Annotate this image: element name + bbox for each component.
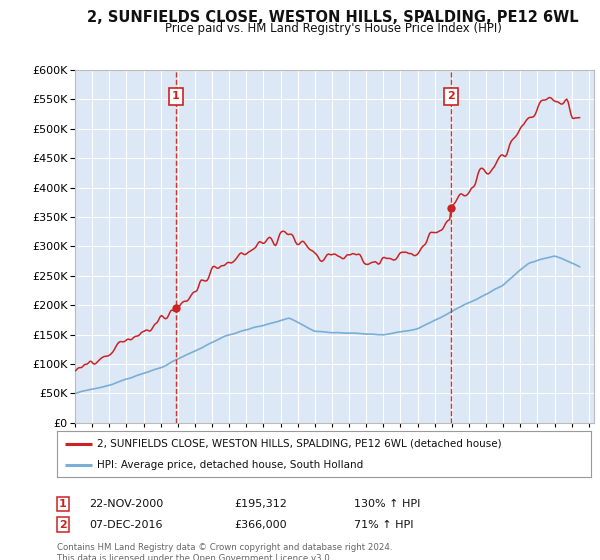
Text: 2, SUNFIELDS CLOSE, WESTON HILLS, SPALDING, PE12 6WL: 2, SUNFIELDS CLOSE, WESTON HILLS, SPALDI… — [87, 10, 579, 25]
Text: 130% ↑ HPI: 130% ↑ HPI — [354, 499, 421, 509]
Text: £195,312: £195,312 — [234, 499, 287, 509]
Text: 1: 1 — [59, 499, 67, 509]
Text: 2: 2 — [447, 91, 455, 101]
Text: Price paid vs. HM Land Registry's House Price Index (HPI): Price paid vs. HM Land Registry's House … — [164, 22, 502, 35]
Text: Contains HM Land Registry data © Crown copyright and database right 2024.
This d: Contains HM Land Registry data © Crown c… — [57, 543, 392, 560]
Text: HPI: Average price, detached house, South Holland: HPI: Average price, detached house, Sout… — [97, 460, 364, 470]
Text: 2: 2 — [59, 520, 67, 530]
Text: 1: 1 — [172, 91, 180, 101]
Text: 2, SUNFIELDS CLOSE, WESTON HILLS, SPALDING, PE12 6WL (detached house): 2, SUNFIELDS CLOSE, WESTON HILLS, SPALDI… — [97, 438, 502, 449]
Text: 07-DEC-2016: 07-DEC-2016 — [89, 520, 162, 530]
Text: 22-NOV-2000: 22-NOV-2000 — [89, 499, 163, 509]
Text: £366,000: £366,000 — [234, 520, 287, 530]
Text: 71% ↑ HPI: 71% ↑ HPI — [354, 520, 413, 530]
